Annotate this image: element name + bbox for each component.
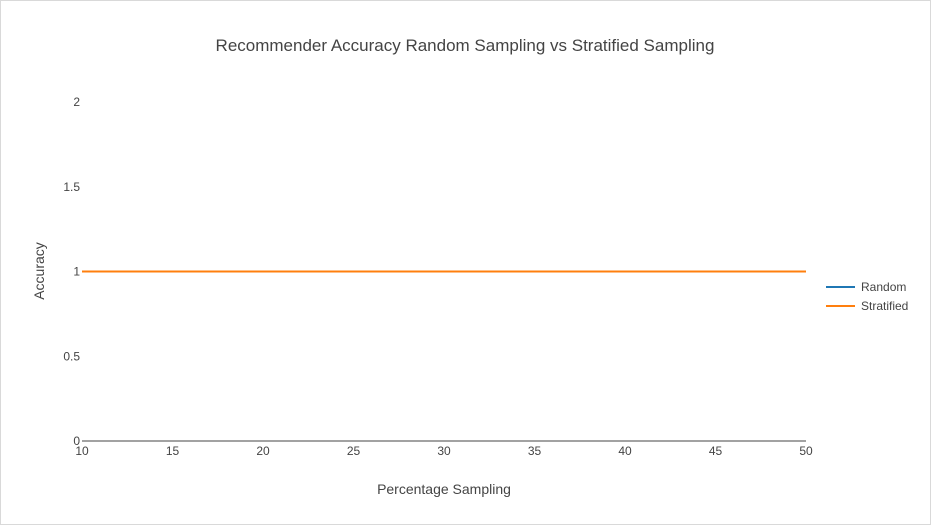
y-tick-label: 0 <box>73 434 80 448</box>
y-tick-label: 1 <box>73 265 80 279</box>
y-tick-label: 1.5 <box>63 180 80 194</box>
legend-label-random: Random <box>861 280 906 294</box>
x-tick-label: 20 <box>256 444 270 458</box>
legend[interactable]: Random Stratified <box>826 280 908 313</box>
x-tick-label: 30 <box>437 444 451 458</box>
x-tick-label: 25 <box>347 444 361 458</box>
x-tick-label: 50 <box>799 444 813 458</box>
y-tick-label: 2 <box>73 95 80 109</box>
legend-item-stratified[interactable]: Stratified <box>826 299 908 313</box>
x-tick-label: 45 <box>709 444 723 458</box>
x-tick-label: 35 <box>528 444 542 458</box>
x-tick-label: 40 <box>618 444 632 458</box>
chart-title: Recommender Accuracy Random Sampling vs … <box>216 36 715 55</box>
x-tick-labels: 10 15 20 25 30 35 40 45 50 <box>75 444 813 458</box>
x-tick-label: 15 <box>166 444 180 458</box>
legend-label-stratified: Stratified <box>861 299 908 313</box>
y-axis-title: Accuracy <box>31 242 47 300</box>
y-tick-label: 0.5 <box>63 349 80 363</box>
y-tick-labels: 0 0.5 1 1.5 2 <box>63 95 80 448</box>
legend-item-random[interactable]: Random <box>826 280 906 294</box>
x-tick-label: 10 <box>75 444 89 458</box>
x-axis-title: Percentage Sampling <box>377 481 511 497</box>
